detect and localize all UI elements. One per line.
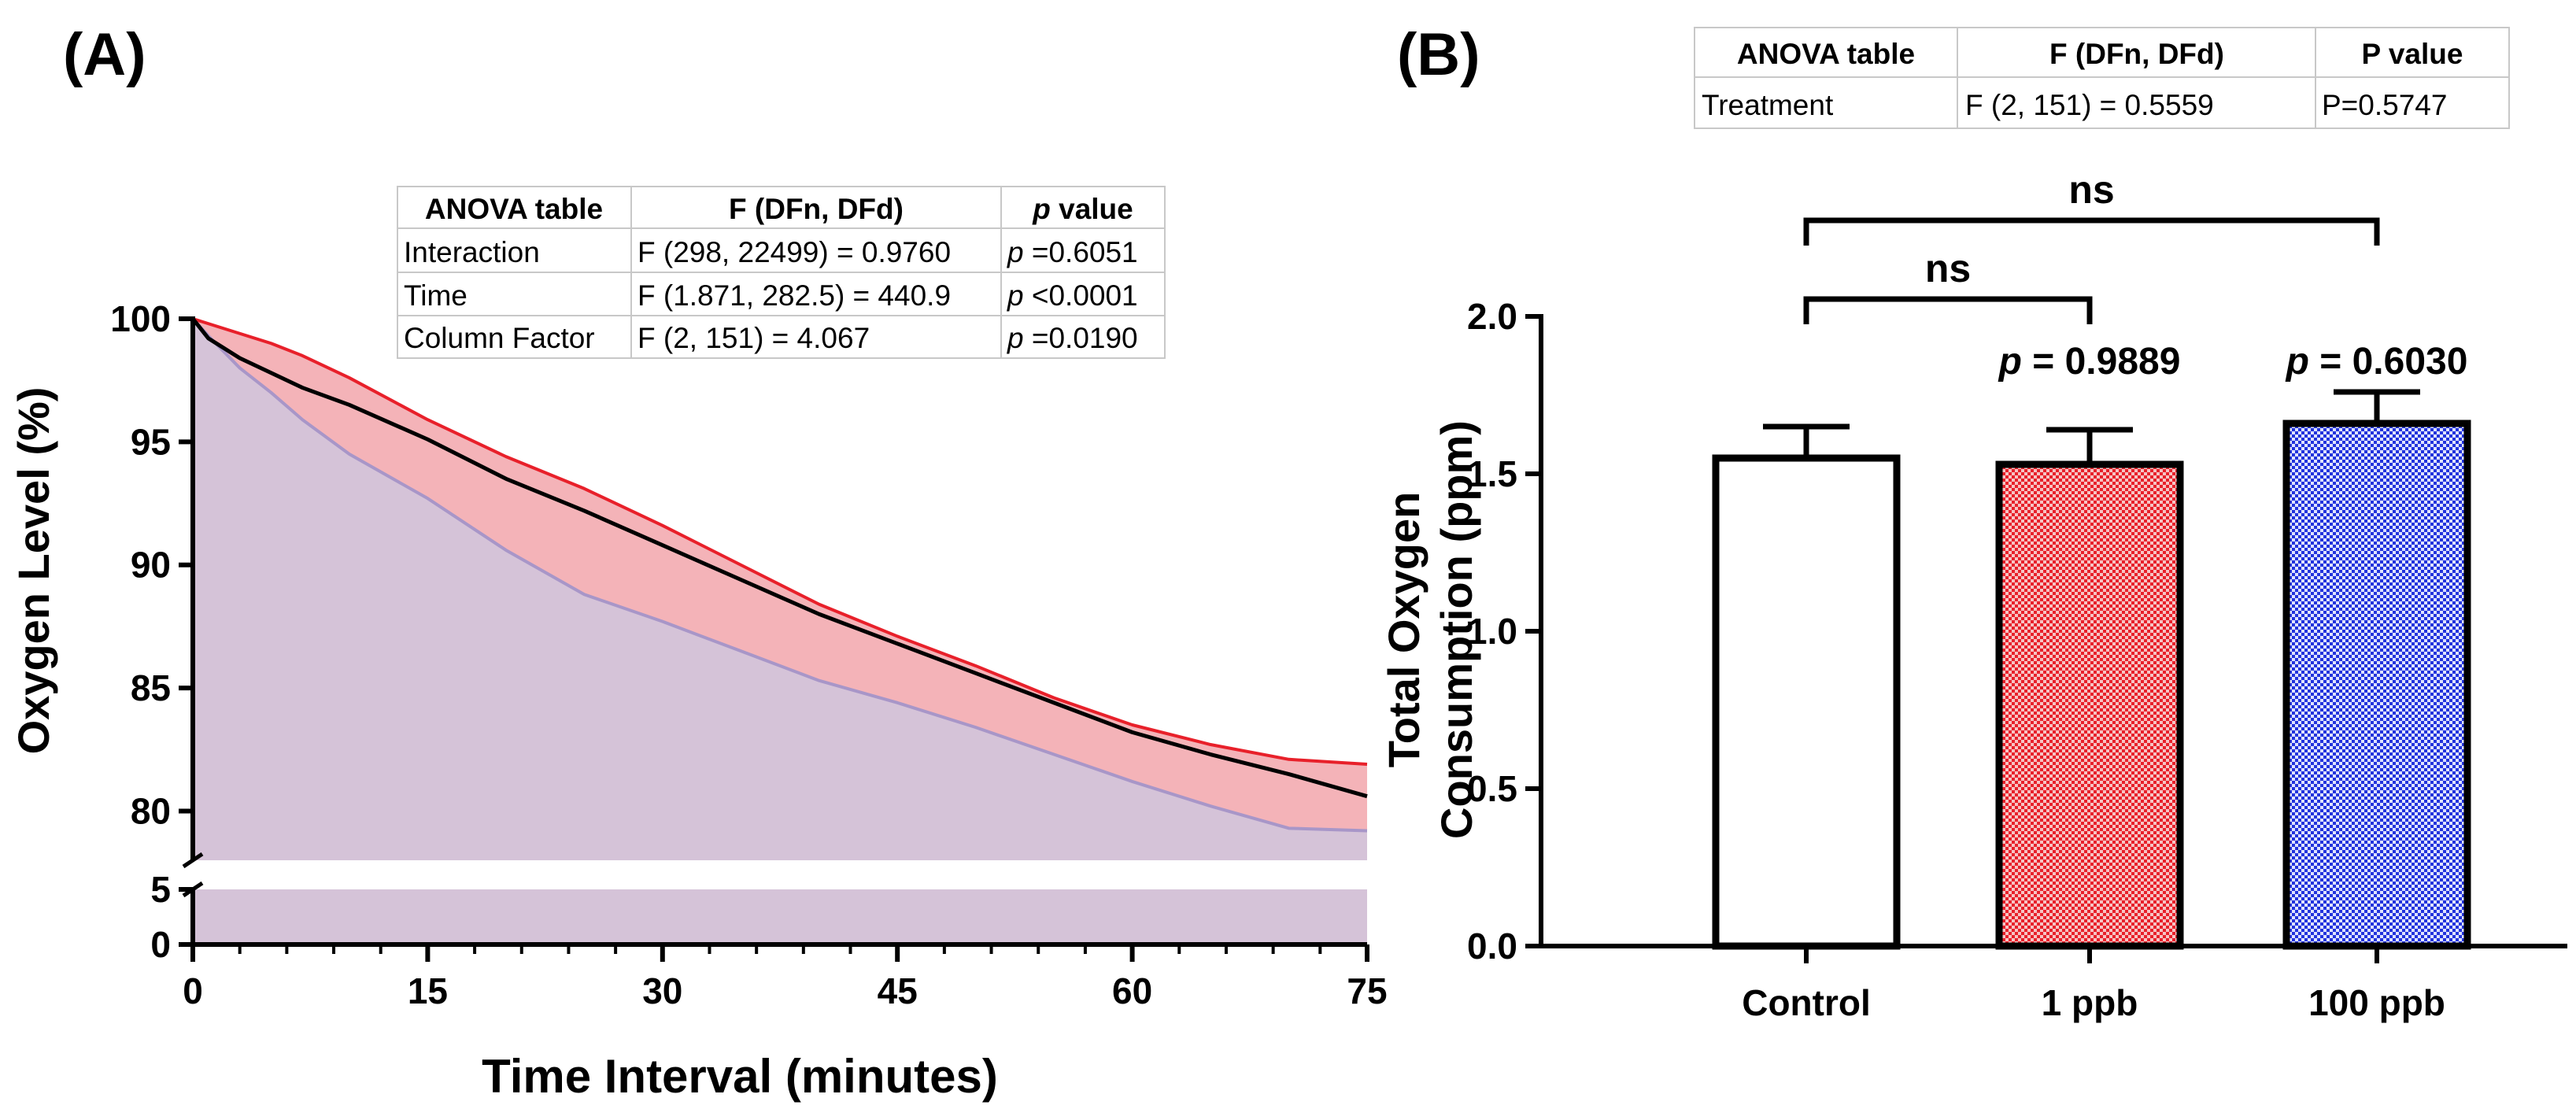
y-tick-label: 100	[110, 298, 171, 339]
panel-a-axes	[190, 316, 1367, 947]
table-row-p: p <0.0001	[1007, 279, 1138, 312]
y-tick-label: 1.0	[1467, 611, 1517, 652]
table-row-name: Interaction	[404, 236, 540, 268]
panel-a-ticks: 100 95 90 85 80 5 00 15 30 45 60 75	[110, 298, 1387, 1011]
panel-a-table-header-2: p value	[1032, 193, 1133, 225]
panel-a-table-header-0: ANOVA table	[425, 193, 603, 225]
panel-b-y-axis-label-line2: Consumption (ppm)	[1432, 420, 1481, 839]
area-100-ppb	[193, 319, 1367, 860]
y-tick-label: 1.5	[1467, 453, 1517, 494]
y-tick-label: 0.5	[1467, 768, 1517, 809]
x-category-label: Control	[1742, 982, 1871, 1023]
x-tick-label: 60	[1112, 970, 1152, 1011]
panel-b-table-header-2: P value	[2362, 38, 2463, 70]
x-tick-label: 0	[183, 970, 203, 1011]
line-Control	[191, 317, 1368, 799]
p-italic: p	[1007, 279, 1032, 312]
table-row-name: Time	[404, 279, 468, 312]
p-italic: p	[2285, 341, 2309, 383]
panel-a-areas	[193, 319, 1367, 860]
y-tick-label: 0	[150, 924, 171, 965]
line-1-ppb	[192, 317, 1368, 767]
panel-a-table-header-1: F (DFn, DFd)	[729, 193, 904, 225]
p-italic: p	[1007, 322, 1032, 354]
x-category-label: 1 ppb	[2042, 982, 2138, 1023]
panel-a-anova-table: ANOVA table F (DFn, DFd) p value Interac…	[397, 186, 1166, 359]
table-row-p: p =0.0190	[1007, 322, 1138, 354]
significance-label-1: ns	[1925, 246, 1971, 290]
panel-b-label: (B)	[1397, 21, 1480, 88]
panel-b-anova-table: ANOVA table F (DFn, DFd) P value Treatme…	[1694, 27, 2510, 129]
bar-1-ppb	[1995, 460, 2184, 950]
bar-100-ppb	[2282, 420, 2471, 950]
table-row-f: F (2, 151) = 4.067	[638, 322, 870, 354]
y-tick-label: 80	[131, 790, 171, 831]
table-row-f: F (1.871, 282.5) = 440.9	[638, 279, 951, 312]
p-value: =0.0190	[1032, 322, 1138, 354]
significance-bracket-1	[1803, 296, 2093, 324]
table-row-name: Column Factor	[404, 322, 595, 354]
panel-b-y-axis-label-line1: Total Oxygen	[1379, 492, 1428, 768]
significance-bracket-2	[1803, 217, 2380, 246]
panel-a-lower-band	[193, 889, 1367, 944]
p-value-label-1: p = 0.9889	[1998, 341, 2181, 383]
table-row-f: F (298, 22499) = 0.9760	[638, 236, 951, 268]
panel-a-x-axis-label: Time Interval (minutes)	[482, 1050, 998, 1103]
line-100-ppb	[191, 317, 1368, 833]
y-tick-label: 0.0	[1467, 926, 1517, 967]
panel-a-label: (A)	[63, 21, 146, 88]
x-tick-label: 45	[878, 970, 918, 1011]
panel-b: (B) ANOVA table F (DFn, DFd) P value Tre…	[1379, 21, 2567, 1023]
y-tick-label: 90	[131, 545, 171, 586]
y-tick-label: 85	[131, 667, 171, 708]
significance-label-2: ns	[2068, 168, 2114, 212]
panel-a: (A) 100 95 90 85 80 5 00 15 30 45 60 75 Time Interv…	[9, 21, 1388, 1103]
x-tick-label: 75	[1347, 970, 1387, 1011]
panel-a-y-axis-label: Oxygen Level (%)	[9, 387, 58, 755]
x-category-label: 100 ppb	[2308, 982, 2445, 1023]
panel-b-bars: Control 1 ppb 100 ppb	[1712, 389, 2471, 1023]
panel-b-table-header-0: ANOVA table	[1737, 38, 1915, 70]
panel-b-table-row-p: P=0.5747	[2322, 89, 2447, 121]
x-tick-label: 30	[642, 970, 682, 1011]
y-tick-label: 5	[150, 869, 171, 910]
y-tick-label: 2.0	[1467, 296, 1517, 337]
p-value: <0.0001	[1032, 279, 1138, 312]
bar-Control	[1712, 454, 1901, 950]
table-row-p: p =0.6051	[1007, 236, 1138, 268]
panel-b-table-header-1: F (DFn, DFd)	[2049, 38, 2224, 70]
panel-b-table-row-f: F (2, 151) = 0.5559	[1965, 89, 2214, 121]
panel-a-lines	[191, 317, 1368, 833]
x-tick-label: 15	[408, 970, 448, 1011]
p-value: =0.6051	[1032, 236, 1138, 268]
p-italic: p	[1007, 236, 1032, 268]
p-text: = 0.9889	[2022, 341, 2181, 383]
y-tick-label: 95	[131, 421, 171, 462]
panel-b-table-row-name: Treatment	[1702, 89, 1834, 121]
p-italic: p	[1998, 341, 2022, 383]
p-text: = 0.6030	[2309, 341, 2468, 383]
panel-b-axes: 0.0 0.5 1.0 1.5 2.0	[1467, 296, 2567, 967]
p-value-label-2: p = 0.6030	[2285, 341, 2468, 383]
axis-break-mark	[182, 852, 204, 869]
